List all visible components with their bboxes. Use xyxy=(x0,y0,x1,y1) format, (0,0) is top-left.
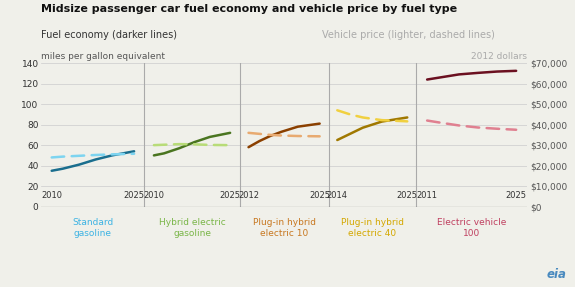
Text: Midsize passenger car fuel economy and vehicle price by fuel type: Midsize passenger car fuel economy and v… xyxy=(41,4,458,14)
Text: Standard
gasoline: Standard gasoline xyxy=(72,218,113,238)
Text: Electric vehicle
100: Electric vehicle 100 xyxy=(437,218,507,238)
Text: Vehicle price (lighter, dashed lines): Vehicle price (lighter, dashed lines) xyxy=(322,30,495,40)
Text: 2012: 2012 xyxy=(238,191,259,201)
Text: 2025: 2025 xyxy=(505,191,527,201)
Text: 2010: 2010 xyxy=(143,191,164,201)
Text: Plug-in hybrid
electric 40: Plug-in hybrid electric 40 xyxy=(341,218,404,238)
Text: miles per gallon equivalent: miles per gallon equivalent xyxy=(41,52,166,61)
Text: Plug-in hybrid
electric 10: Plug-in hybrid electric 10 xyxy=(252,218,316,238)
Text: eia: eia xyxy=(546,268,566,281)
Text: Hybrid electric
gasoline: Hybrid electric gasoline xyxy=(159,218,225,238)
Text: 2025: 2025 xyxy=(397,191,418,201)
Text: 2012 dollars: 2012 dollars xyxy=(472,52,527,61)
Text: 2011: 2011 xyxy=(417,191,438,201)
Text: 2025: 2025 xyxy=(220,191,240,201)
Text: 2025: 2025 xyxy=(124,191,144,201)
Text: 2025: 2025 xyxy=(309,191,330,201)
Text: Fuel economy (darker lines): Fuel economy (darker lines) xyxy=(41,30,178,40)
Text: 2014: 2014 xyxy=(327,191,348,201)
Text: 2010: 2010 xyxy=(41,191,62,201)
